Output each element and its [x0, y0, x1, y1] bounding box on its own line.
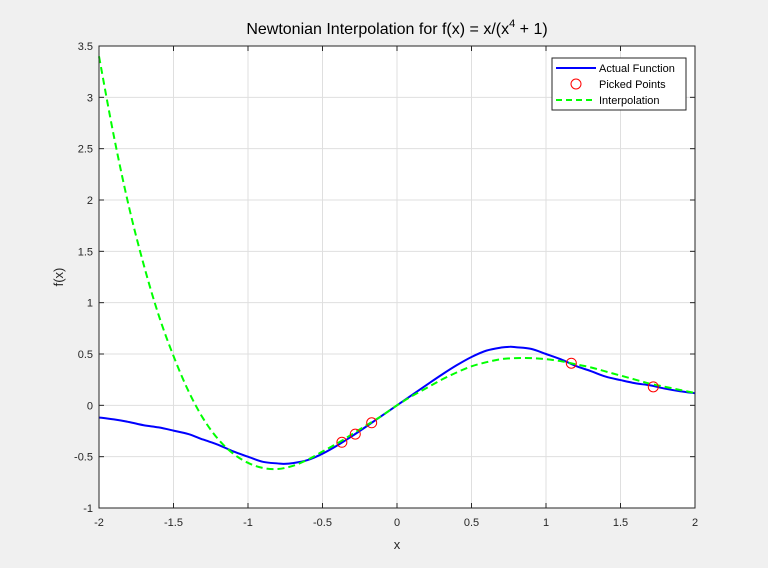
legend-box	[551, 57, 687, 111]
y-tick-label: -0.5	[74, 452, 93, 464]
picked-point	[349, 428, 361, 440]
chart-title: Newtonian Interpolation for f(x) = x/(x4…	[246, 18, 547, 38]
x-tick-label: 2	[692, 517, 698, 529]
title-superscript: 4	[509, 18, 515, 30]
series-line-interpolation	[98, 56, 696, 471]
legend-label-actual-function: Actual Function	[599, 63, 675, 75]
y-tick-label: -1	[83, 503, 93, 515]
x-tick-label: -0.5	[313, 517, 332, 529]
ticks: -2 -1.5 -1 -0.5 0 0.5 1 1.5 2 -1 -0.5 0 0.5 1 1.5 2 2.5 3…	[74, 41, 698, 529]
picked-point	[336, 436, 348, 448]
legend-label-picked-points: Picked Points	[599, 79, 666, 91]
y-tick-label: 2	[87, 195, 93, 207]
x-tick-label: -2	[94, 517, 104, 529]
title-main: Newtonian Interpolation for f(x) = x/(x	[246, 21, 509, 38]
y-tick-label: 0	[87, 400, 93, 412]
picked-point	[366, 417, 378, 429]
legend-label-interpolation: Interpolation	[599, 95, 660, 107]
picked-point	[647, 381, 659, 393]
picked-point	[565, 357, 577, 369]
x-tick-label: -1.5	[164, 517, 183, 529]
x-tick-label: 0	[394, 517, 400, 529]
series-layer	[98, 56, 696, 471]
y-tick-label: 2.5	[78, 144, 93, 156]
x-tick-label: 1.5	[613, 517, 628, 529]
title-end: + 1)	[515, 21, 547, 38]
x-tick-label: 1	[543, 517, 549, 529]
y-tick-label: 1	[87, 298, 93, 310]
y-tick-label: 1.5	[78, 246, 93, 258]
x-tick-label: -1	[243, 517, 253, 529]
y-axis-label: f(x)	[51, 268, 66, 287]
y-tick-label: 3	[87, 92, 93, 104]
legend-swatch-picked-points	[570, 78, 582, 90]
y-tick-label: 3.5	[78, 41, 93, 53]
x-tick-label: 0.5	[464, 517, 479, 529]
y-tick-label: 0.5	[78, 349, 93, 361]
x-axis-label: x	[394, 537, 401, 552]
legend: Actual Function Picked Points Interpolat…	[551, 57, 687, 111]
